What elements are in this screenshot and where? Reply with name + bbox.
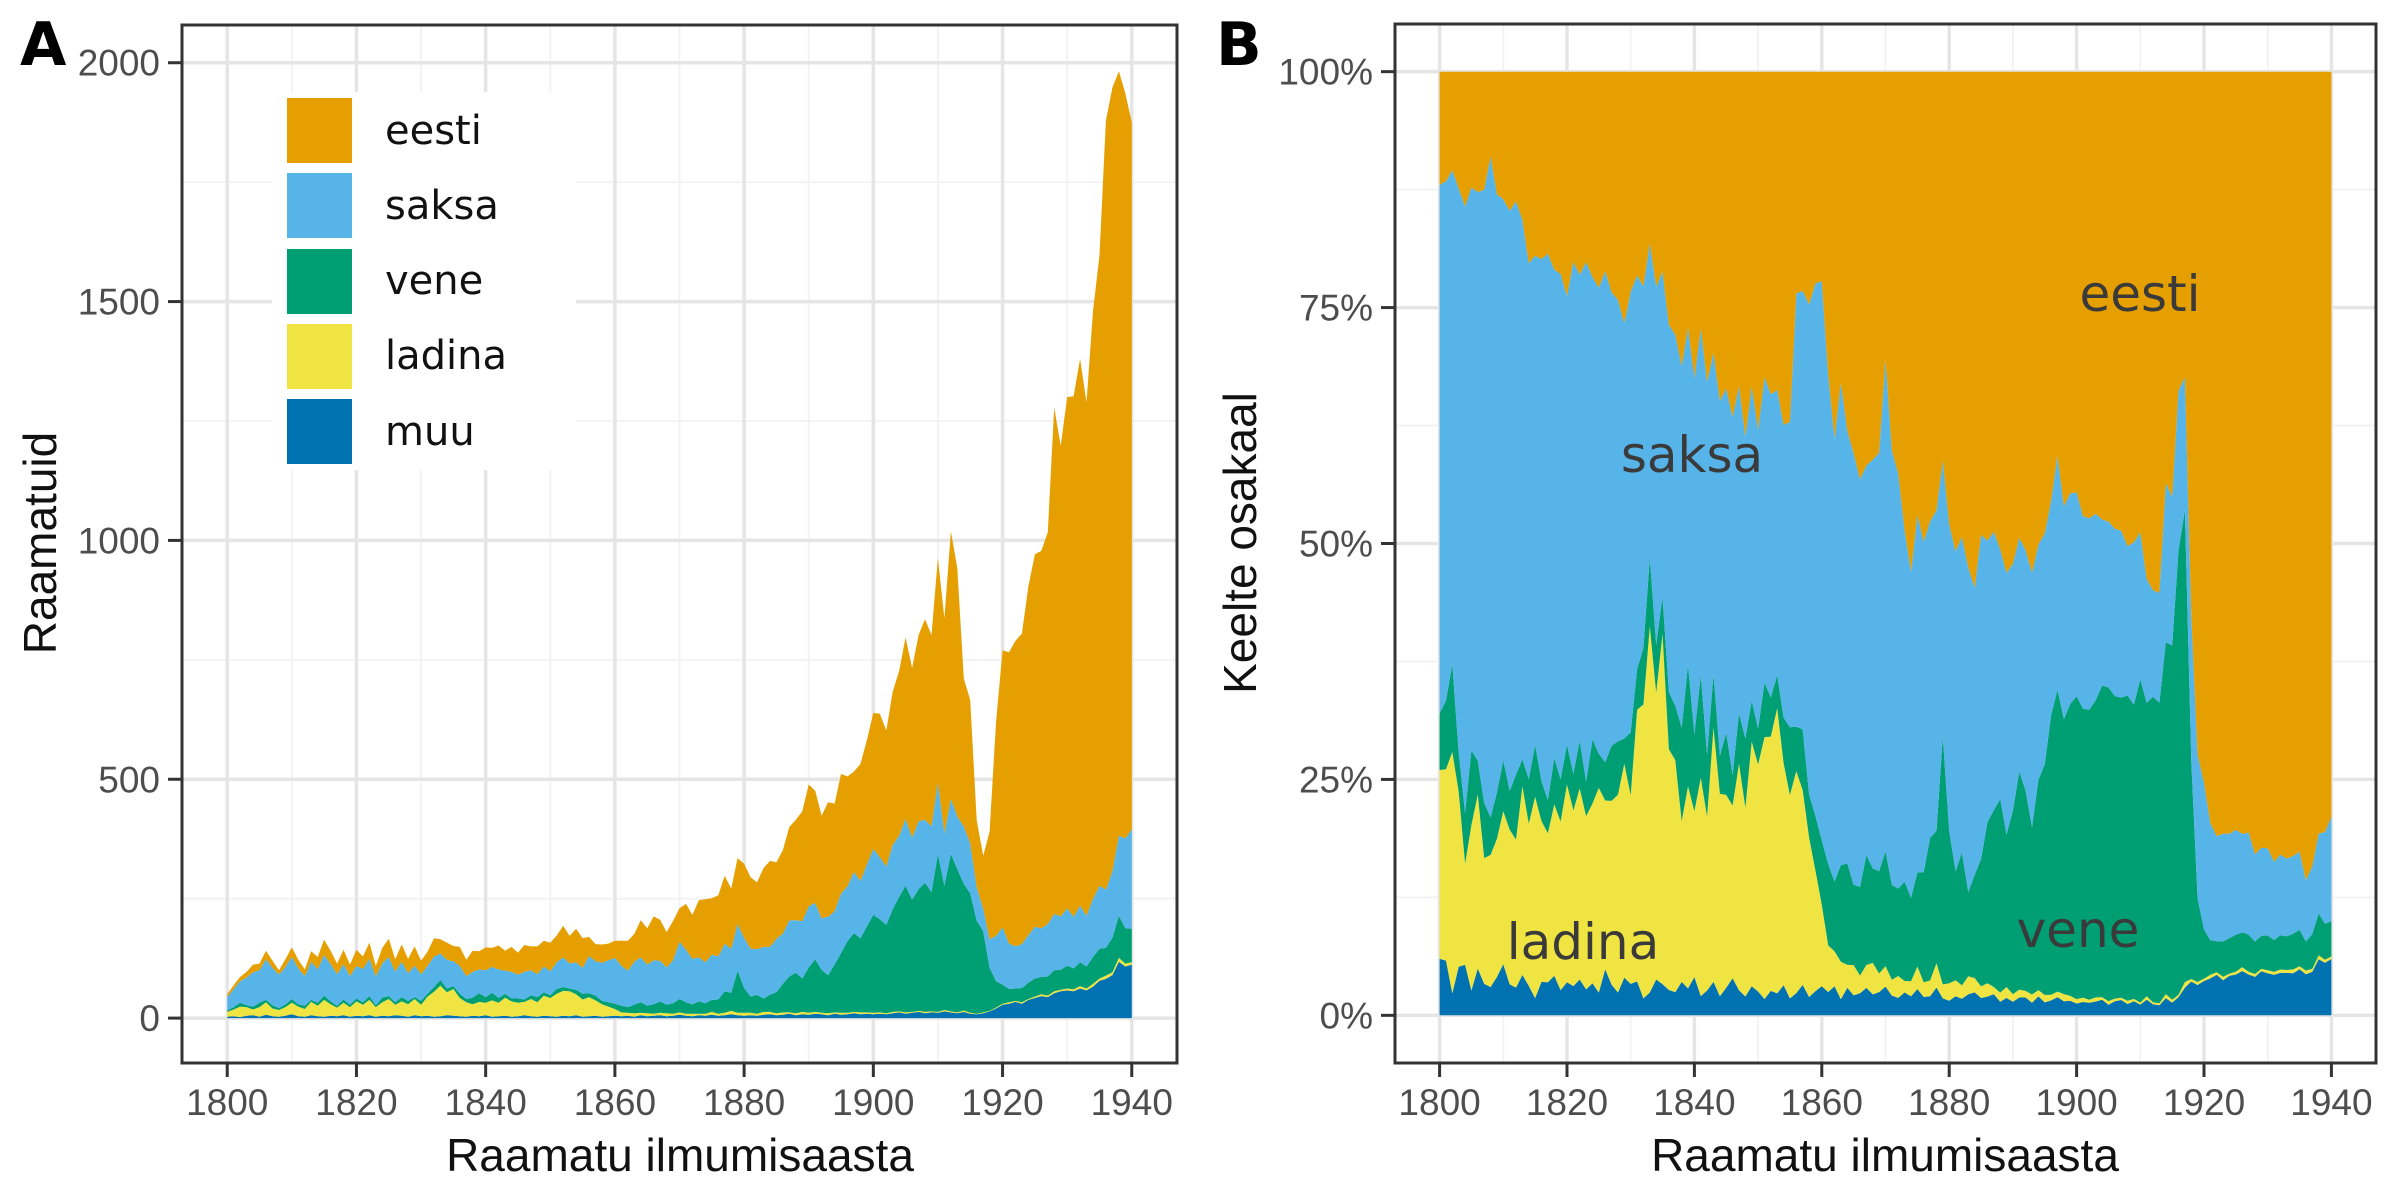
- x-tick-label: 1820: [315, 1082, 397, 1123]
- area-B-vene: [1439, 510, 2332, 1004]
- annotation-ladina: ladina: [1507, 913, 1660, 971]
- x-tick-label: 1880: [703, 1082, 785, 1123]
- panel-tag-a: A: [20, 10, 67, 80]
- x-tick-label: 1900: [832, 1082, 914, 1123]
- x-tick-label: 1860: [574, 1082, 656, 1123]
- legend-label-saksa: saksa: [385, 182, 499, 229]
- y-tick-label: 1500: [78, 282, 160, 323]
- x-tick-label: 1920: [961, 1082, 1043, 1123]
- annotation-vene: vene: [2017, 901, 2140, 959]
- legend-swatch-ladina: [287, 323, 352, 389]
- legend-swatch-muu: [287, 399, 352, 464]
- ticks-A: 1800 1820 1840 1860 1880 1900 1920 1940 0 500 1000…: [78, 43, 1173, 1123]
- annotation-saksa: saksa: [1621, 426, 1763, 484]
- x-tick-label: 1900: [2035, 1082, 2117, 1123]
- x-tick-label: 1940: [2290, 1082, 2372, 1123]
- x-tick-label: 1860: [1781, 1082, 1863, 1123]
- panel-border-A: [180, 23, 1179, 1065]
- area-A-ladina: [227, 957, 1132, 1018]
- legend: eesti saksa vene ladina muu: [272, 92, 576, 470]
- annotation-eesti: eesti: [2079, 265, 2200, 323]
- y-tick-label: 75%: [1299, 288, 1373, 329]
- area-A-vene: [227, 853, 1132, 1014]
- panel-A: 1800 1820 1840 1860 1880 1900 1920 1940 0 500 1000…: [78, 23, 1179, 1123]
- legend-swatch-eesti: [287, 98, 352, 163]
- x-tick-label: 1840: [445, 1082, 527, 1123]
- y-axis-title-b: Keelte osakaal: [1214, 392, 1266, 694]
- area-B-ladina: [1439, 626, 2332, 1006]
- y-axis-title-a: Raamatuid: [14, 431, 66, 655]
- x-tick-label: 1840: [1653, 1082, 1735, 1123]
- x-axis-title-a: Raamatu ilmumisaasta: [446, 1129, 914, 1181]
- area-B-saksa: [1439, 156, 2332, 942]
- legend-label-ladina: ladina: [385, 333, 507, 380]
- y-tick-label: 0: [139, 998, 160, 1039]
- legend-swatch-vene: [287, 248, 352, 314]
- panel-B: 1800 1820 1840 1860 1880 1900 1920 1940 0% 25% 50%…: [1278, 22, 2378, 1123]
- gridlines-A: [182, 25, 1177, 1063]
- area-A-eesti: [227, 71, 1132, 998]
- legend-swatch-saksa: [287, 173, 352, 239]
- area-B-eesti: [1439, 71, 2332, 881]
- y-tick-label: 0%: [1320, 995, 1373, 1036]
- x-tick-label: 1880: [1908, 1082, 1990, 1123]
- x-tick-label: 1800: [1398, 1082, 1480, 1123]
- legend-label-eesti: eesti: [385, 107, 482, 154]
- x-axis-title-b: Raamatu ilmumisaasta: [1651, 1129, 2119, 1181]
- legend-item-muu: muu: [272, 399, 576, 464]
- areas-B: [1439, 71, 2332, 1016]
- x-tick-label: 1940: [1091, 1082, 1173, 1123]
- area-A-saksa: [227, 782, 1132, 1011]
- y-tick-label: 1000: [78, 520, 160, 561]
- legend-item-eesti: eesti: [272, 98, 576, 163]
- ticks-B: 1800 1820 1840 1860 1880 1900 1920 1940 0% 25% 50%…: [1278, 52, 2372, 1123]
- area-B-muu: [1439, 958, 2332, 1016]
- x-tick-label: 1820: [1526, 1082, 1608, 1123]
- y-tick-label: 2000: [78, 43, 160, 84]
- y-tick-label: 25%: [1299, 759, 1373, 800]
- legend-label-vene: vene: [385, 258, 484, 304]
- legend-item-saksa: saksa: [272, 173, 576, 239]
- y-tick-label: 50%: [1299, 524, 1373, 565]
- legend-label-muu: muu: [385, 408, 475, 455]
- panel-tag-b: B: [1216, 10, 1262, 80]
- y-tick-label: 500: [98, 759, 160, 800]
- legend-item-ladina: ladina: [272, 323, 576, 389]
- areas-A: [227, 71, 1132, 1019]
- area-A-muu: [227, 961, 1132, 1019]
- legend-item-vene: vene: [272, 248, 576, 314]
- x-tick-label: 1800: [186, 1082, 268, 1123]
- x-tick-label: 1920: [2163, 1082, 2245, 1123]
- y-tick-label: 100%: [1278, 52, 1373, 93]
